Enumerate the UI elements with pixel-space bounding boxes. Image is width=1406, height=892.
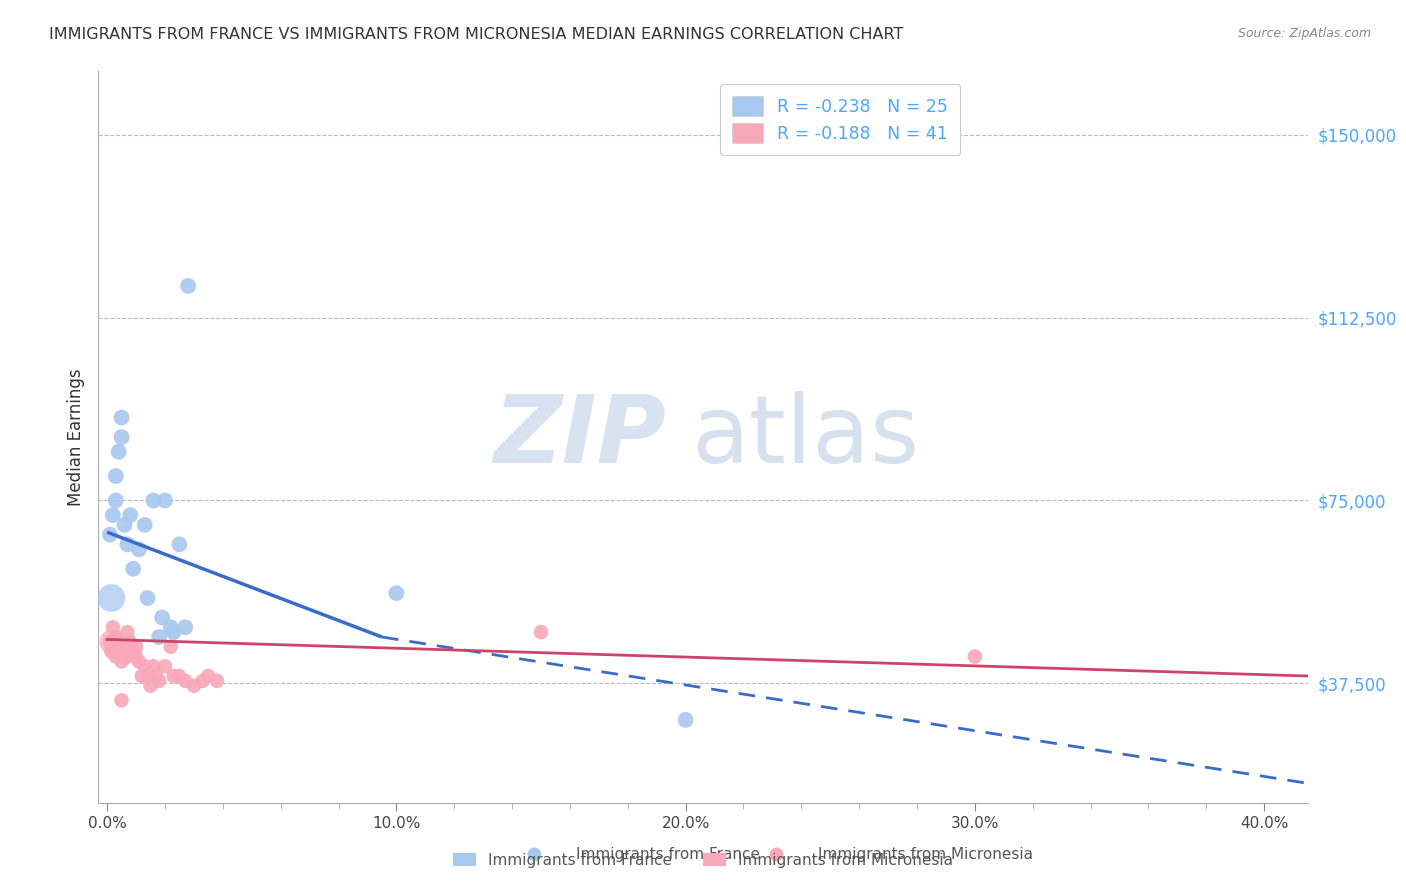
Point xyxy=(153,659,176,673)
Point xyxy=(159,640,181,654)
Point xyxy=(114,640,136,654)
Point xyxy=(100,591,122,605)
Point xyxy=(114,517,136,532)
Point xyxy=(117,625,139,640)
Point xyxy=(530,625,553,640)
Point xyxy=(205,673,228,688)
Point xyxy=(139,679,162,693)
Text: ZIP: ZIP xyxy=(494,391,666,483)
Point xyxy=(101,620,124,634)
Point xyxy=(107,645,129,659)
Point xyxy=(125,649,148,664)
Point xyxy=(145,669,167,683)
Point xyxy=(107,635,129,649)
Point xyxy=(110,430,132,444)
Point xyxy=(159,620,181,634)
Point xyxy=(131,669,153,683)
Y-axis label: Median Earnings: Median Earnings xyxy=(66,368,84,506)
Point xyxy=(122,562,145,576)
Point xyxy=(100,635,122,649)
Point xyxy=(110,654,132,668)
Point xyxy=(107,444,129,458)
Point xyxy=(963,649,986,664)
Text: IMMIGRANTS FROM FRANCE VS IMMIGRANTS FROM MICRONESIA MEDIAN EARNINGS CORRELATION: IMMIGRANTS FROM FRANCE VS IMMIGRANTS FRO… xyxy=(49,27,904,42)
Point xyxy=(104,493,127,508)
Point xyxy=(98,635,121,649)
Point xyxy=(104,469,127,483)
Point xyxy=(122,645,145,659)
Point xyxy=(169,537,191,551)
Point xyxy=(174,620,197,634)
Point xyxy=(197,669,219,683)
Point xyxy=(134,517,156,532)
Point xyxy=(142,659,165,673)
Point xyxy=(120,635,142,649)
Point xyxy=(125,640,148,654)
Point xyxy=(169,669,191,683)
Text: Source: ZipAtlas.com: Source: ZipAtlas.com xyxy=(1237,27,1371,40)
Point xyxy=(1137,859,1160,873)
Point xyxy=(101,645,124,659)
Point xyxy=(128,542,150,557)
Point xyxy=(110,693,132,707)
Legend: R = -0.238   N = 25, R = -0.188   N = 41: R = -0.238 N = 25, R = -0.188 N = 41 xyxy=(720,84,960,155)
Point xyxy=(104,649,127,664)
Point xyxy=(110,645,132,659)
Point xyxy=(117,537,139,551)
Text: Immigrants from France: Immigrants from France xyxy=(576,847,761,862)
Point xyxy=(117,649,139,664)
Point xyxy=(136,591,159,605)
Point xyxy=(134,659,156,673)
Legend: Immigrants from France, Immigrants from Micronesia: Immigrants from France, Immigrants from … xyxy=(446,845,960,875)
Point xyxy=(120,508,142,522)
Point xyxy=(136,669,159,683)
Point xyxy=(142,493,165,508)
Text: Immigrants from Micronesia: Immigrants from Micronesia xyxy=(818,847,1033,862)
Point xyxy=(153,493,176,508)
Point xyxy=(162,625,184,640)
Point xyxy=(183,679,205,693)
Point xyxy=(177,279,200,293)
Point xyxy=(162,669,184,683)
Point xyxy=(675,713,697,727)
Point xyxy=(191,673,214,688)
Point xyxy=(150,610,173,624)
Point xyxy=(103,635,125,649)
Point xyxy=(148,673,170,688)
Point xyxy=(100,645,122,659)
Point xyxy=(148,630,170,644)
Point xyxy=(114,649,136,664)
Point xyxy=(110,410,132,425)
Point xyxy=(98,527,121,541)
Point xyxy=(104,630,127,644)
Point xyxy=(101,508,124,522)
Point xyxy=(385,586,408,600)
Text: atlas: atlas xyxy=(690,391,920,483)
Point xyxy=(105,640,128,654)
Point xyxy=(174,673,197,688)
Point xyxy=(120,645,142,659)
Point xyxy=(128,654,150,668)
